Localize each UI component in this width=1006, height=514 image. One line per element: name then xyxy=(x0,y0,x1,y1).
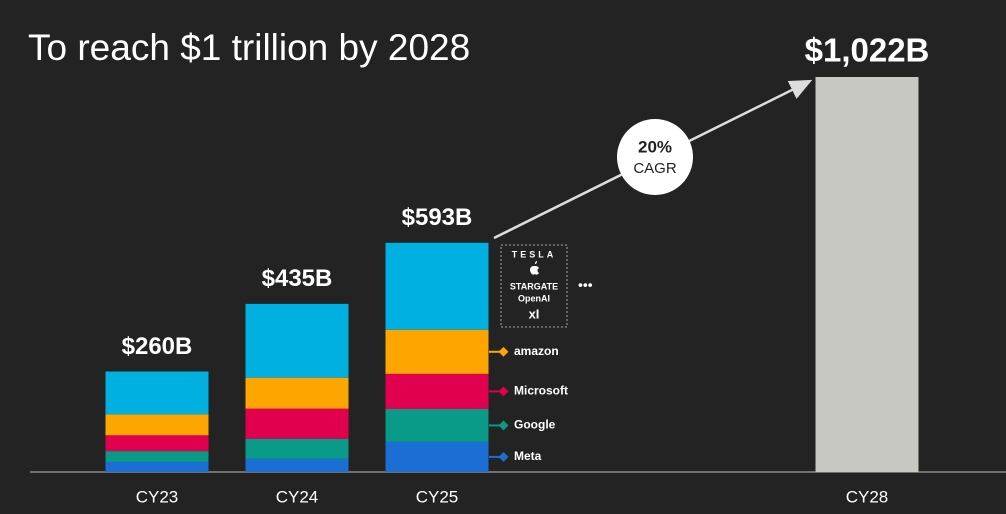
bar-segment xyxy=(245,438,349,459)
x-tick-label: CY28 xyxy=(846,487,889,506)
apple-logo xyxy=(530,261,539,275)
bar-segment xyxy=(385,441,489,472)
cagr-badge xyxy=(617,119,693,195)
cagr-value: 20% xyxy=(638,137,672,156)
legend-diamond xyxy=(498,451,509,462)
cagr-text: CAGR xyxy=(633,160,677,177)
x-tick-label: CY25 xyxy=(416,487,459,506)
x-tick-label: CY24 xyxy=(276,487,319,506)
bar-segment xyxy=(105,461,209,472)
chart-title: To reach $1 trillion by 2028 xyxy=(28,27,470,68)
bar-segment xyxy=(105,414,209,436)
total-label: $1,022B xyxy=(805,32,930,69)
legend-diamond xyxy=(498,386,509,397)
others-box xyxy=(500,244,568,328)
bar-segment xyxy=(385,409,489,442)
bar-segment xyxy=(385,242,489,330)
x-tick-label: CY23 xyxy=(136,487,179,506)
bar-segment xyxy=(815,77,919,472)
bar-segment xyxy=(245,377,349,409)
more-dots: ••• xyxy=(578,277,593,293)
total-label: $260B xyxy=(122,333,193,360)
bar-segment xyxy=(385,329,489,374)
bar-segment xyxy=(105,435,209,452)
legend-diamond xyxy=(498,346,509,357)
legend-label: amazon xyxy=(514,344,559,358)
legend-label: Microsoft xyxy=(514,384,568,398)
legend-diamond xyxy=(498,420,509,431)
legend-label: Google xyxy=(514,418,556,432)
bar-segment xyxy=(245,303,349,378)
logo-label: xI xyxy=(529,306,540,321)
legend-label: Meta xyxy=(514,449,542,463)
bar-segment xyxy=(245,408,349,439)
bar-segment xyxy=(245,458,349,472)
bar-segment xyxy=(105,451,209,462)
bar-segment xyxy=(385,373,489,410)
total-label: $593B xyxy=(402,204,473,231)
logo-label: STARGATE xyxy=(510,281,558,291)
logo-label: OpenAI xyxy=(518,293,550,303)
total-label: $435B xyxy=(262,265,333,292)
logo-label: TESLA xyxy=(512,249,557,259)
bar-segment xyxy=(105,371,209,415)
